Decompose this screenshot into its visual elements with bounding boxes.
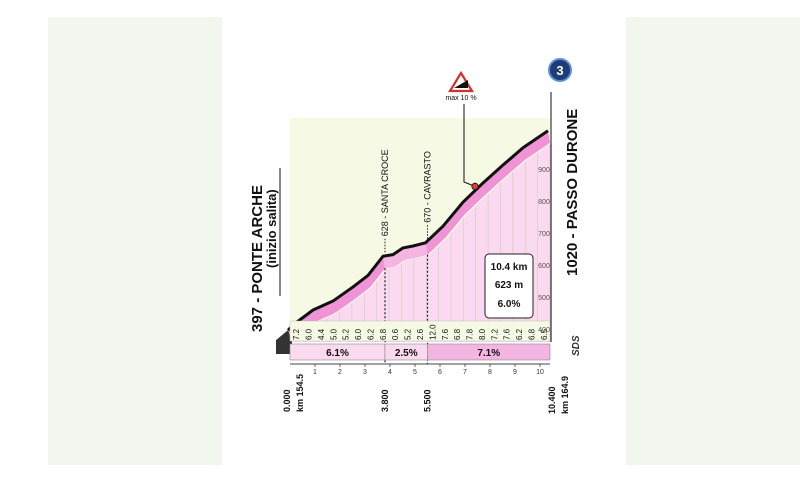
x-tick-label: 7 [463, 369, 467, 376]
waypoint-label: 670 - CAVRASTO [423, 151, 433, 223]
summary-box: 10.4 km 623 m 6.0% [484, 253, 534, 319]
end-label: 1020 - PASSO DURONE [564, 109, 581, 276]
x-tick-label: 4 [388, 369, 392, 376]
segment-grade-label: 6.0 [354, 328, 363, 340]
segment-grade-label: 5.2 [404, 328, 413, 340]
segment-grade-label: 6.0 [305, 328, 314, 340]
summary-gain: 623 m [495, 280, 523, 291]
summary-average: 6.0% [498, 299, 521, 310]
end-distance: 10.400 [547, 386, 557, 414]
profile-back-edge [286, 129, 549, 332]
profile-ribbon-3 [425, 130, 550, 255]
max-gradient-label: max 10 % [445, 95, 476, 102]
segment-grade-label: 6.2 [515, 328, 524, 340]
section-grade-label: 2.5% [395, 348, 418, 359]
segment-grade-label: 7.8 [466, 328, 475, 340]
category-badge-number: 3 [556, 63, 563, 78]
segment-grade-label: 8.0 [478, 328, 487, 340]
right-background-panel [626, 17, 800, 465]
y-tick-label: 600 [538, 263, 550, 270]
section-grade-bar [427, 343, 551, 361]
segment-grade-label: 0.6 [391, 328, 400, 340]
x-tick-label: 8 [488, 369, 492, 376]
y-tick-label: 400 [538, 327, 550, 334]
segment-grade-label: 7.6 [503, 328, 512, 340]
segment-grade-label: 7.2 [292, 328, 301, 340]
section-grade-label: 7.1% [477, 348, 500, 359]
segment-grade-label: 12.0 [428, 324, 437, 340]
segment-grade-label: 6.8 [527, 328, 536, 340]
start-distance: 0.000 [282, 389, 292, 412]
left-background-panel [48, 17, 222, 465]
segment-grade-label: 4.4 [317, 328, 326, 340]
segment-grade-label: 6.8 [453, 328, 462, 340]
max-gradient-marker: max 10 % [445, 70, 479, 190]
x-tick-label: 10 [536, 369, 544, 376]
summary-distance: 10.4 km [491, 262, 528, 273]
segment-grade-label: 7.6 [441, 328, 450, 340]
max-gradient-leader [463, 104, 476, 187]
x-tick-label: 9 [513, 369, 517, 376]
waypoint-label: 628 - SANTA CROCE [380, 149, 390, 236]
waypoint-distance: 3.800 [380, 389, 390, 412]
waypoint-distance: 5.500 [423, 389, 433, 412]
sds-logo: SDS [571, 335, 582, 356]
segment-grade-label: 6.8 [379, 328, 388, 340]
segment-grade-label: 5.2 [342, 328, 351, 340]
segment-grade-label: 5.0 [329, 328, 338, 340]
profile-face-2 [387, 254, 430, 342]
x-tick-label: 1 [313, 369, 317, 376]
grade-band [289, 320, 551, 342]
y-tick-label: 700 [538, 231, 550, 238]
end-km-label: km 164.9 [560, 376, 570, 414]
profile-side-wall [276, 330, 292, 354]
category-badge: 3 [548, 58, 572, 82]
segment-grade-label: 6.2 [366, 328, 375, 340]
segment-grade-label: 2.6 [416, 328, 425, 340]
y-tick-label: 900 [538, 167, 550, 174]
max-gradient-point [471, 182, 479, 190]
y-tick-label: 500 [538, 295, 550, 302]
section-grade-label: 6.1% [326, 348, 349, 359]
segment-grade-label: 6.5 [540, 328, 549, 340]
start-km-label: km 154.5 [295, 374, 305, 412]
segment-grade-label: 7.2 [490, 328, 499, 340]
y-tick-label: 800 [538, 199, 550, 206]
steep-climb-icon [448, 70, 474, 93]
x-tick-label: 6 [438, 369, 442, 376]
x-tick-label: 5 [413, 369, 417, 376]
start-sublabel: (inizio salita) [264, 189, 279, 268]
x-tick-label: 2 [338, 369, 342, 376]
profile-ribbon-2 [383, 242, 428, 269]
start-label: 397 - PONTE ARCHE [249, 185, 266, 332]
x-tick-label: 3 [363, 369, 367, 376]
